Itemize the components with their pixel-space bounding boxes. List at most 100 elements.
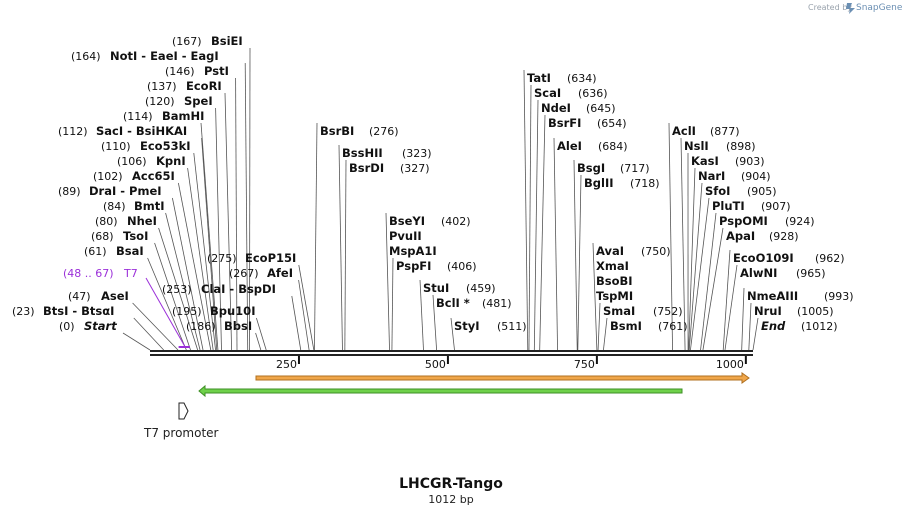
enzyme-position: (717)	[620, 162, 650, 175]
enzyme-asei[interactable]: (47) AseI	[68, 289, 129, 303]
enzyme-connector	[432, 294, 438, 351]
enzyme-bbsi[interactable]: (186) BbsI	[186, 319, 252, 333]
enzyme-nmeaiii[interactable]: (993) NmeAIII	[747, 289, 854, 303]
enzyme-bmti[interactable]: (84) BmtI	[103, 199, 165, 213]
enzyme-position: (327)	[400, 162, 430, 175]
enzyme-xmai[interactable]: XmaI	[596, 259, 629, 273]
enzyme-nrui[interactable]: (1005) NruI	[754, 304, 834, 318]
primer-name[interactable]: T7	[123, 267, 138, 280]
enzyme-bsrfi[interactable]: (654) BsrFI	[548, 116, 627, 130]
enzyme-name: BamHI	[162, 109, 204, 123]
enzyme-connector	[741, 287, 745, 351]
enzyme-pluti[interactable]: (907) PluTI	[712, 199, 791, 213]
enzyme-bpu10i[interactable]: (195) Bpu10I	[172, 304, 255, 318]
enzyme-nari[interactable]: (904) NarI	[698, 169, 771, 183]
enzyme-name: NmeAIII	[747, 289, 798, 303]
enzyme-name: BsiEI	[211, 34, 243, 48]
t7-promoter-label: T7 promoter	[143, 426, 219, 440]
enzyme-btsi[interactable]: (23) BtsI - BtsαI	[12, 304, 114, 318]
enzyme-name: TsoI	[123, 229, 148, 243]
enzyme-psti[interactable]: (146) PstI	[165, 64, 229, 78]
enzyme-nhei[interactable]: (80) NheI	[95, 214, 157, 228]
green-feature-arrow[interactable]	[198, 384, 683, 398]
enzyme-connector	[748, 302, 752, 351]
enzyme-position: (877)	[710, 125, 740, 138]
enzyme-connector	[533, 99, 539, 351]
enzyme-position: (636)	[578, 87, 608, 100]
enzyme-bsobi[interactable]: BsoBI	[596, 274, 633, 288]
enzyme-pspfi[interactable]: (406) PspFI	[396, 259, 477, 273]
enzyme-drai[interactable]: (89) DraI - PmeI	[58, 184, 162, 198]
enzyme-tsoi[interactable]: (68) TsoI	[91, 229, 148, 243]
enzyme-sfoi[interactable]: (905) SfoI	[705, 184, 777, 198]
enzyme-smai[interactable]: (752) SmaI	[603, 304, 683, 318]
enzyme-bsmi[interactable]: (761) BsmI	[610, 319, 688, 333]
enzyme-bsrbi[interactable]: (276) BsrBI	[320, 124, 399, 138]
enzyme-bsshii[interactable]: (323) BssHII	[342, 146, 432, 160]
enzyme-acli[interactable]: (877) AclI	[672, 124, 740, 138]
enzyme-pvuii[interactable]: PvuII	[389, 229, 422, 243]
enzyme-name: SmaI	[603, 304, 635, 318]
enzyme-bamhi[interactable]: (114) BamHI	[123, 109, 204, 123]
enzyme-stui[interactable]: (459) StuI	[423, 281, 496, 295]
enzyme-name: DraI - PmeI	[89, 184, 162, 198]
enzyme-bsai[interactable]: (61) BsaI	[84, 244, 144, 258]
enzyme-nsli[interactable]: (898) NslI	[684, 139, 756, 153]
enzyme-position: (905)	[747, 185, 777, 198]
t7-promoter-arrow-icon[interactable]	[178, 402, 189, 420]
enzyme-alei[interactable]: (684) AleI	[557, 139, 628, 153]
enzyme-scai[interactable]: (636) ScaI	[534, 86, 608, 100]
enzyme-connector	[255, 332, 262, 351]
enzyme-name: PstI	[204, 64, 229, 78]
enzyme-bseyi[interactable]: (402) BseYI	[389, 214, 471, 228]
enzyme-spei[interactable]: (120) SpeI	[145, 94, 213, 108]
enzyme-pspomi[interactable]: (924) PspOMI	[719, 214, 815, 228]
enzyme-alwni[interactable]: (965) AlwNI	[740, 266, 826, 280]
enzyme-position: (903)	[735, 155, 765, 168]
enzyme-bglii[interactable]: (718) BglII	[584, 176, 660, 190]
enzyme-tati[interactable]: (634) TatI	[527, 71, 597, 85]
enzyme-kasi[interactable]: (903) KasI	[691, 154, 765, 168]
enzyme-saci[interactable]: (112) SacI - BsiHKAI	[58, 124, 187, 138]
enzyme-ecoo109i[interactable]: (962) EcoO109I	[733, 251, 845, 265]
enzyme-name: AvaI	[596, 244, 624, 258]
enzyme-connector	[592, 242, 598, 351]
enzyme-position: (511)	[497, 320, 527, 333]
enzyme-acc65i[interactable]: (102) Acc65I	[93, 169, 175, 183]
enzyme-bcli[interactable]: (481) BclI *	[436, 296, 512, 310]
enzyme-clai[interactable]: (253) ClaI - BspDI	[162, 282, 276, 296]
ruler-tick-label: 250	[276, 358, 297, 371]
enzyme-bsiei[interactable]: (167) BsiEI	[172, 34, 243, 48]
enzyme-bsgi[interactable]: (717) BsgI	[577, 161, 650, 175]
enzyme-position: (146)	[165, 65, 195, 78]
enzyme-name: NslI	[684, 139, 709, 153]
enzyme-position: (924)	[785, 215, 815, 228]
enzyme-name: TspMI	[596, 289, 633, 303]
enzyme-position: (965)	[796, 267, 826, 280]
enzyme-styi[interactable]: (511) StyI	[454, 319, 527, 333]
enzyme-noti[interactable]: (164) NotI - EaeI - EagI	[71, 49, 219, 63]
enzyme-avai[interactable]: (750) AvaI	[596, 244, 671, 258]
enzyme-name: PspFI	[396, 259, 431, 273]
credit-prefix: Created by	[808, 3, 852, 12]
enzyme-ecop15i[interactable]: (275) EcoP15I	[207, 251, 296, 265]
enzyme-mspa1i[interactable]: MspA1I	[389, 244, 437, 258]
enzyme-kpni[interactable]: (106) KpnI	[117, 154, 186, 168]
enzyme-start[interactable]: (0) Start	[59, 319, 117, 333]
enzyme-ndei[interactable]: (645) NdeI	[541, 101, 616, 115]
enzyme-ecori[interactable]: (137) EcoRI	[147, 79, 222, 93]
enzyme-position: (634)	[567, 72, 597, 85]
enzyme-connector	[450, 317, 455, 351]
orange-feature-arrow[interactable]	[255, 372, 750, 384]
enzyme-apai[interactable]: (928) ApaI	[726, 229, 799, 243]
enzyme-name: AclI	[672, 124, 696, 138]
enzyme-afei[interactable]: (267) AfeI	[229, 266, 293, 280]
enzyme-name: NarI	[698, 169, 725, 183]
enzyme-end[interactable]: (1012) End	[761, 319, 838, 333]
enzyme-name: AlwNI	[740, 266, 777, 280]
enzyme-tspmi[interactable]: TspMI	[596, 289, 633, 303]
enzyme-eco53ki[interactable]: (110) Eco53kI	[101, 139, 191, 153]
enzyme-bsrdi[interactable]: (327) BsrDI	[349, 161, 430, 175]
credit-brand: SnapGene	[856, 3, 903, 13]
enzyme-name: AfeI	[267, 266, 293, 280]
